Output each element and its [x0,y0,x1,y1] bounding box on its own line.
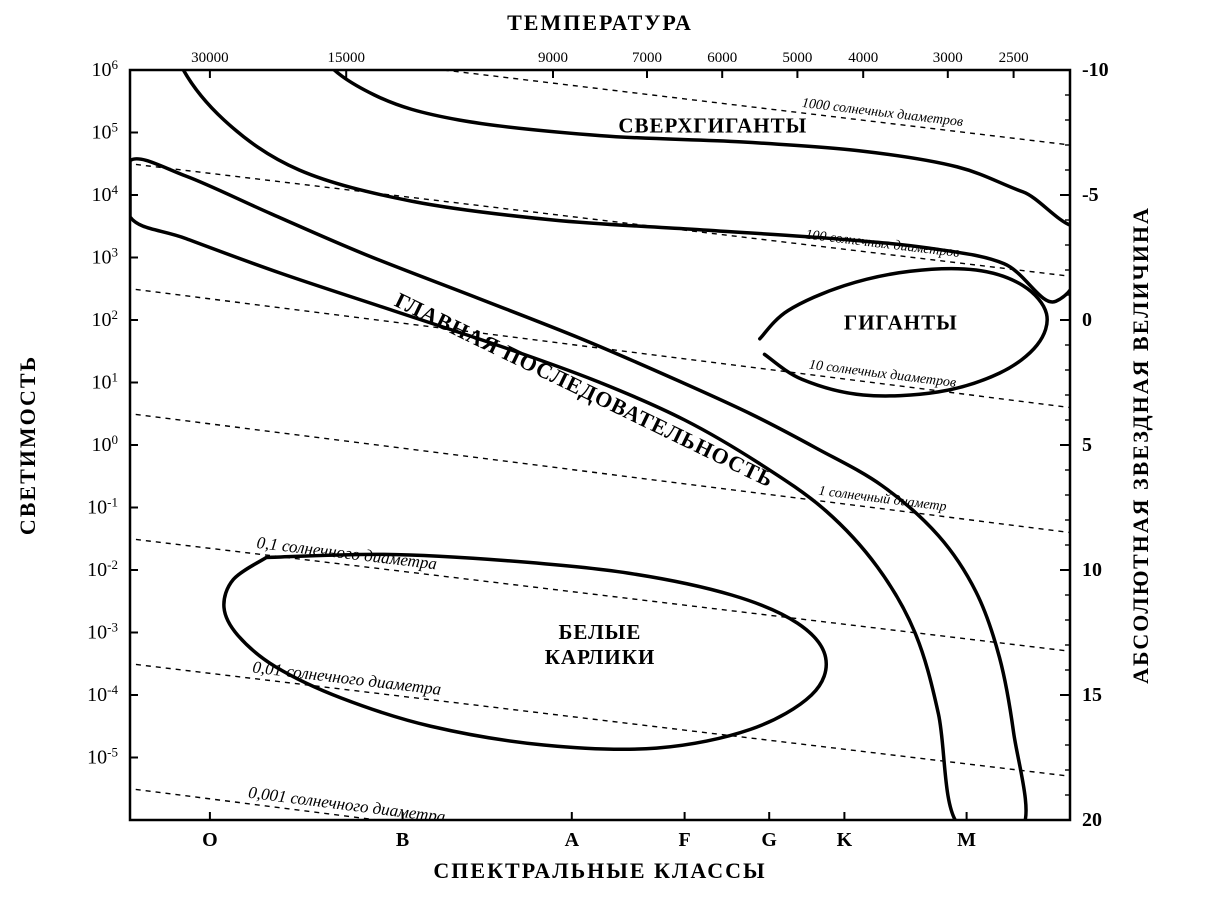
top-tick-label: 6000 [707,50,737,66]
bottom-tick-label: B [396,829,409,851]
left-tick-label: 102 [92,307,119,332]
right-tick-label: 10 [1082,559,1102,581]
radius-line-label: 10 солнечных диаметров [808,358,957,391]
top-tick-label: 3000 [933,50,963,66]
axis-title-spectral: СПЕКТРАЛЬНЫЕ КЛАССЫ [433,858,766,883]
bottom-tick-label: F [678,829,690,851]
region-label-giants: ГИГАНТЫ [844,310,958,334]
right-tick-label: -5 [1082,184,1099,206]
bottom-tick-label: K [837,829,853,851]
bottom-tick-label: G [761,829,777,851]
axis-title-luminosity: СВЕТИМОСТЬ [15,355,40,535]
left-tick-label: 10-1 [87,494,118,519]
region-label-main-sequence: ГЛАВНАЯ ПОСЛЕДОВАТЕЛЬНОСТЬ [391,287,778,492]
left-tick-label: 101 [92,369,119,394]
top-tick-label: 2500 [999,50,1029,66]
axis-title-absmag: АБСОЛЮТНАЯ ЗВЕЗДНАЯ ВЕЛИЧИНА [1128,206,1153,684]
region-label-white-dwarfs: БЕЛЫЕ [559,620,642,644]
top-tick-label: 15000 [327,50,365,66]
left-tick-label: 10-4 [87,682,118,707]
bottom-tick-label: A [565,829,580,851]
left-tick-label: 10-2 [87,557,118,582]
left-tick-label: 10-5 [87,744,118,769]
radius-line-label: 1 солнечный диаметр [818,484,948,515]
radius-line-label: 1000 солнечных диаметров [801,96,964,130]
left-tick-label: 100 [92,432,119,457]
plot-clip-group: 100 солнечных диаметров10 солнечных диам… [0,0,1224,901]
hr-diagram: ТЕМПЕРАТУРА30000150009000700060005000400… [0,0,1224,901]
left-tick-label: 10-3 [87,619,118,644]
axis-title-temperature: ТЕМПЕРАТУРА [507,10,693,35]
top-tick-label: 7000 [632,50,662,66]
region-label-supergiants: СВЕРХГИГАНТЫ [618,114,807,138]
region-white-dwarfs [224,554,826,749]
right-tick-label: 0 [1082,309,1092,331]
hr-diagram-svg: ТЕМПЕРАТУРА30000150009000700060005000400… [0,0,1224,901]
top-tick-label: 4000 [848,50,878,66]
region-label-white-dwarfs-2: КАРЛИКИ [545,645,656,669]
plot-frame [130,70,1070,820]
right-tick-label: 5 [1082,434,1092,456]
left-tick-label: 105 [92,119,119,144]
bottom-tick-label: M [957,829,976,851]
left-tick-label: 103 [92,244,119,269]
left-tick-label: 104 [92,182,119,207]
radius-iso-line [0,130,1224,310]
right-tick-label: 15 [1082,684,1102,706]
top-tick-label: 5000 [782,50,812,66]
bottom-tick-label: O [202,829,218,851]
top-tick-label: 30000 [191,50,229,66]
top-tick-label: 9000 [538,50,568,66]
left-tick-label: 106 [92,57,119,82]
radius-line-label: 0,01 солнечного диаметра [251,657,442,698]
right-tick-label: -10 [1082,59,1109,81]
right-tick-label: 20 [1082,809,1102,831]
